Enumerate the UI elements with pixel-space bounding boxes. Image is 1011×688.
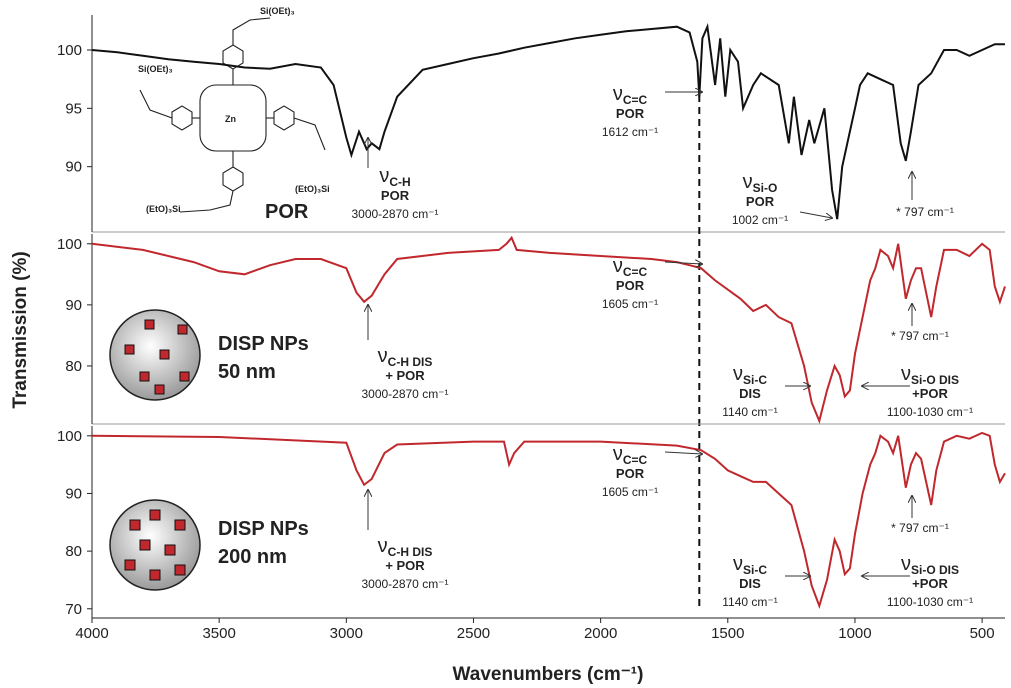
nu: ν	[613, 255, 623, 277]
panel-label: 200 nm	[218, 546, 287, 568]
annotation-symbol: νC=C	[613, 443, 648, 467]
annotation-symbol: νSi-O	[743, 171, 778, 195]
annotation-symbol: νC-H DIS	[378, 345, 433, 369]
annotation-text: DIS	[739, 576, 761, 591]
annotation-text: POR	[616, 106, 645, 121]
subscript: C-H DIS	[388, 545, 433, 559]
spectrum-line	[91, 431, 1006, 610]
annotation-text: 3000-2870 cm⁻¹	[351, 207, 438, 221]
spectrum-line	[91, 22, 1005, 220]
x-tick-label: 1500	[711, 625, 744, 642]
panel-label: DISP NPs	[218, 333, 309, 355]
nu: ν	[733, 363, 743, 385]
nanoparticle-50	[109, 309, 201, 401]
annotation-text: POR	[381, 188, 410, 203]
annotation-text: 1605 cm⁻¹	[602, 485, 658, 499]
x-tick-label: 1000	[838, 625, 871, 642]
subscript: C-H	[389, 175, 410, 189]
y-axis-title: Transmission (%)	[10, 251, 31, 408]
annotation-text: 1002 cm⁻¹	[732, 213, 788, 227]
annotation-text: * 797 cm⁻¹	[891, 329, 949, 343]
annotation-text: + POR	[385, 368, 425, 383]
nu: ν	[901, 553, 911, 575]
subscript: C-H DIS	[388, 355, 433, 369]
subscript: C=C	[623, 265, 648, 279]
annotation-arrow	[664, 452, 702, 454]
annotation-text: 1140 cm⁻¹	[722, 405, 777, 419]
annotation-symbol: νSi-O DIS	[901, 363, 959, 387]
annotation-text: DIS	[739, 386, 761, 401]
annotation-text: * 797 cm⁻¹	[891, 521, 949, 535]
nanoparticle-200	[109, 499, 201, 591]
nu: ν	[743, 171, 753, 193]
x-tick-label: 4000	[75, 625, 108, 642]
spectrum-line	[91, 235, 1006, 425]
x-tick-label: 2500	[457, 625, 490, 642]
annotation-text: + POR	[385, 558, 425, 573]
y-tick-label: 90	[65, 297, 82, 314]
subscript: Si-O DIS	[911, 563, 959, 577]
nu: ν	[901, 363, 911, 385]
annotation-symbol: νC=C	[613, 83, 648, 107]
subscript: Si-C	[743, 373, 767, 387]
annotation-symbol: νC=C	[613, 255, 648, 279]
y-tick-label: 100	[57, 428, 82, 445]
nu: ν	[733, 553, 743, 575]
annotation-text: POR	[616, 278, 645, 293]
structure-label: (EtO)₃Si	[146, 204, 181, 214]
annotation-text: 3000-2870 cm⁻¹	[361, 577, 448, 591]
structure-label: (EtO)₃Si	[295, 184, 330, 194]
annotation-text: 1140 cm⁻¹	[722, 595, 777, 609]
annotation-text: 1612 cm⁻¹	[602, 125, 658, 139]
annotation-text: 1100-1030 cm⁻¹	[887, 405, 973, 419]
annotation-symbol: νSi-O DIS	[901, 553, 959, 577]
annotation-text: +POR	[912, 576, 948, 591]
x-tick-label: 2000	[584, 625, 617, 642]
annotation-text: POR	[616, 466, 645, 481]
nu: ν	[613, 443, 623, 465]
subscript: Si-C	[743, 563, 767, 577]
structure-label: Si(OEt)₃	[260, 6, 295, 16]
annotation-text: 3000-2870 cm⁻¹	[361, 387, 448, 401]
panel-label: POR	[265, 201, 309, 223]
annotation-symbol: νSi-C	[733, 553, 767, 577]
nu: ν	[378, 345, 388, 367]
x-tick-label: 3000	[330, 625, 363, 642]
annotation-arrow	[664, 262, 702, 264]
y-tick-label: 100	[57, 42, 82, 59]
structure-label: Si(OEt)₃	[138, 64, 173, 74]
x-tick-label: 3500	[202, 625, 235, 642]
annotation-text: * 797 cm⁻¹	[896, 205, 954, 219]
annotation-text: +POR	[912, 386, 948, 401]
y-tick-label: 80	[65, 543, 82, 560]
annotation-symbol: νSi-C	[733, 363, 767, 387]
subscript: C=C	[623, 93, 648, 107]
panel-label: DISP NPs	[218, 518, 309, 540]
x-axis-title: Wavenumbers (cm⁻¹)	[453, 664, 644, 685]
y-tick-label: 80	[65, 358, 82, 375]
nu: ν	[378, 535, 388, 557]
x-tick-label: 500	[970, 625, 995, 642]
subscript: C=C	[623, 453, 648, 467]
subscript: Si-O	[753, 181, 778, 195]
y-tick-label: 95	[65, 100, 82, 117]
annotation-text: POR	[746, 194, 775, 209]
y-tick-label: 90	[65, 485, 82, 502]
structure-label: Zn	[225, 114, 236, 124]
annotation-text: 1100-1030 cm⁻¹	[887, 595, 973, 609]
y-tick-label: 100	[57, 236, 82, 253]
annotation-symbol: νC-H	[379, 165, 410, 189]
annotation-symbol: νC-H DIS	[378, 535, 433, 559]
annotation-text: 1605 cm⁻¹	[602, 297, 658, 311]
subscript: Si-O DIS	[911, 373, 959, 387]
y-tick-label: 90	[65, 159, 82, 176]
nu: ν	[379, 165, 389, 187]
y-tick-label: 70	[65, 601, 82, 618]
panel-label: 50 nm	[218, 361, 276, 383]
nu: ν	[613, 83, 623, 105]
annotation-arrow	[799, 211, 832, 218]
molecule	[139, 17, 326, 213]
